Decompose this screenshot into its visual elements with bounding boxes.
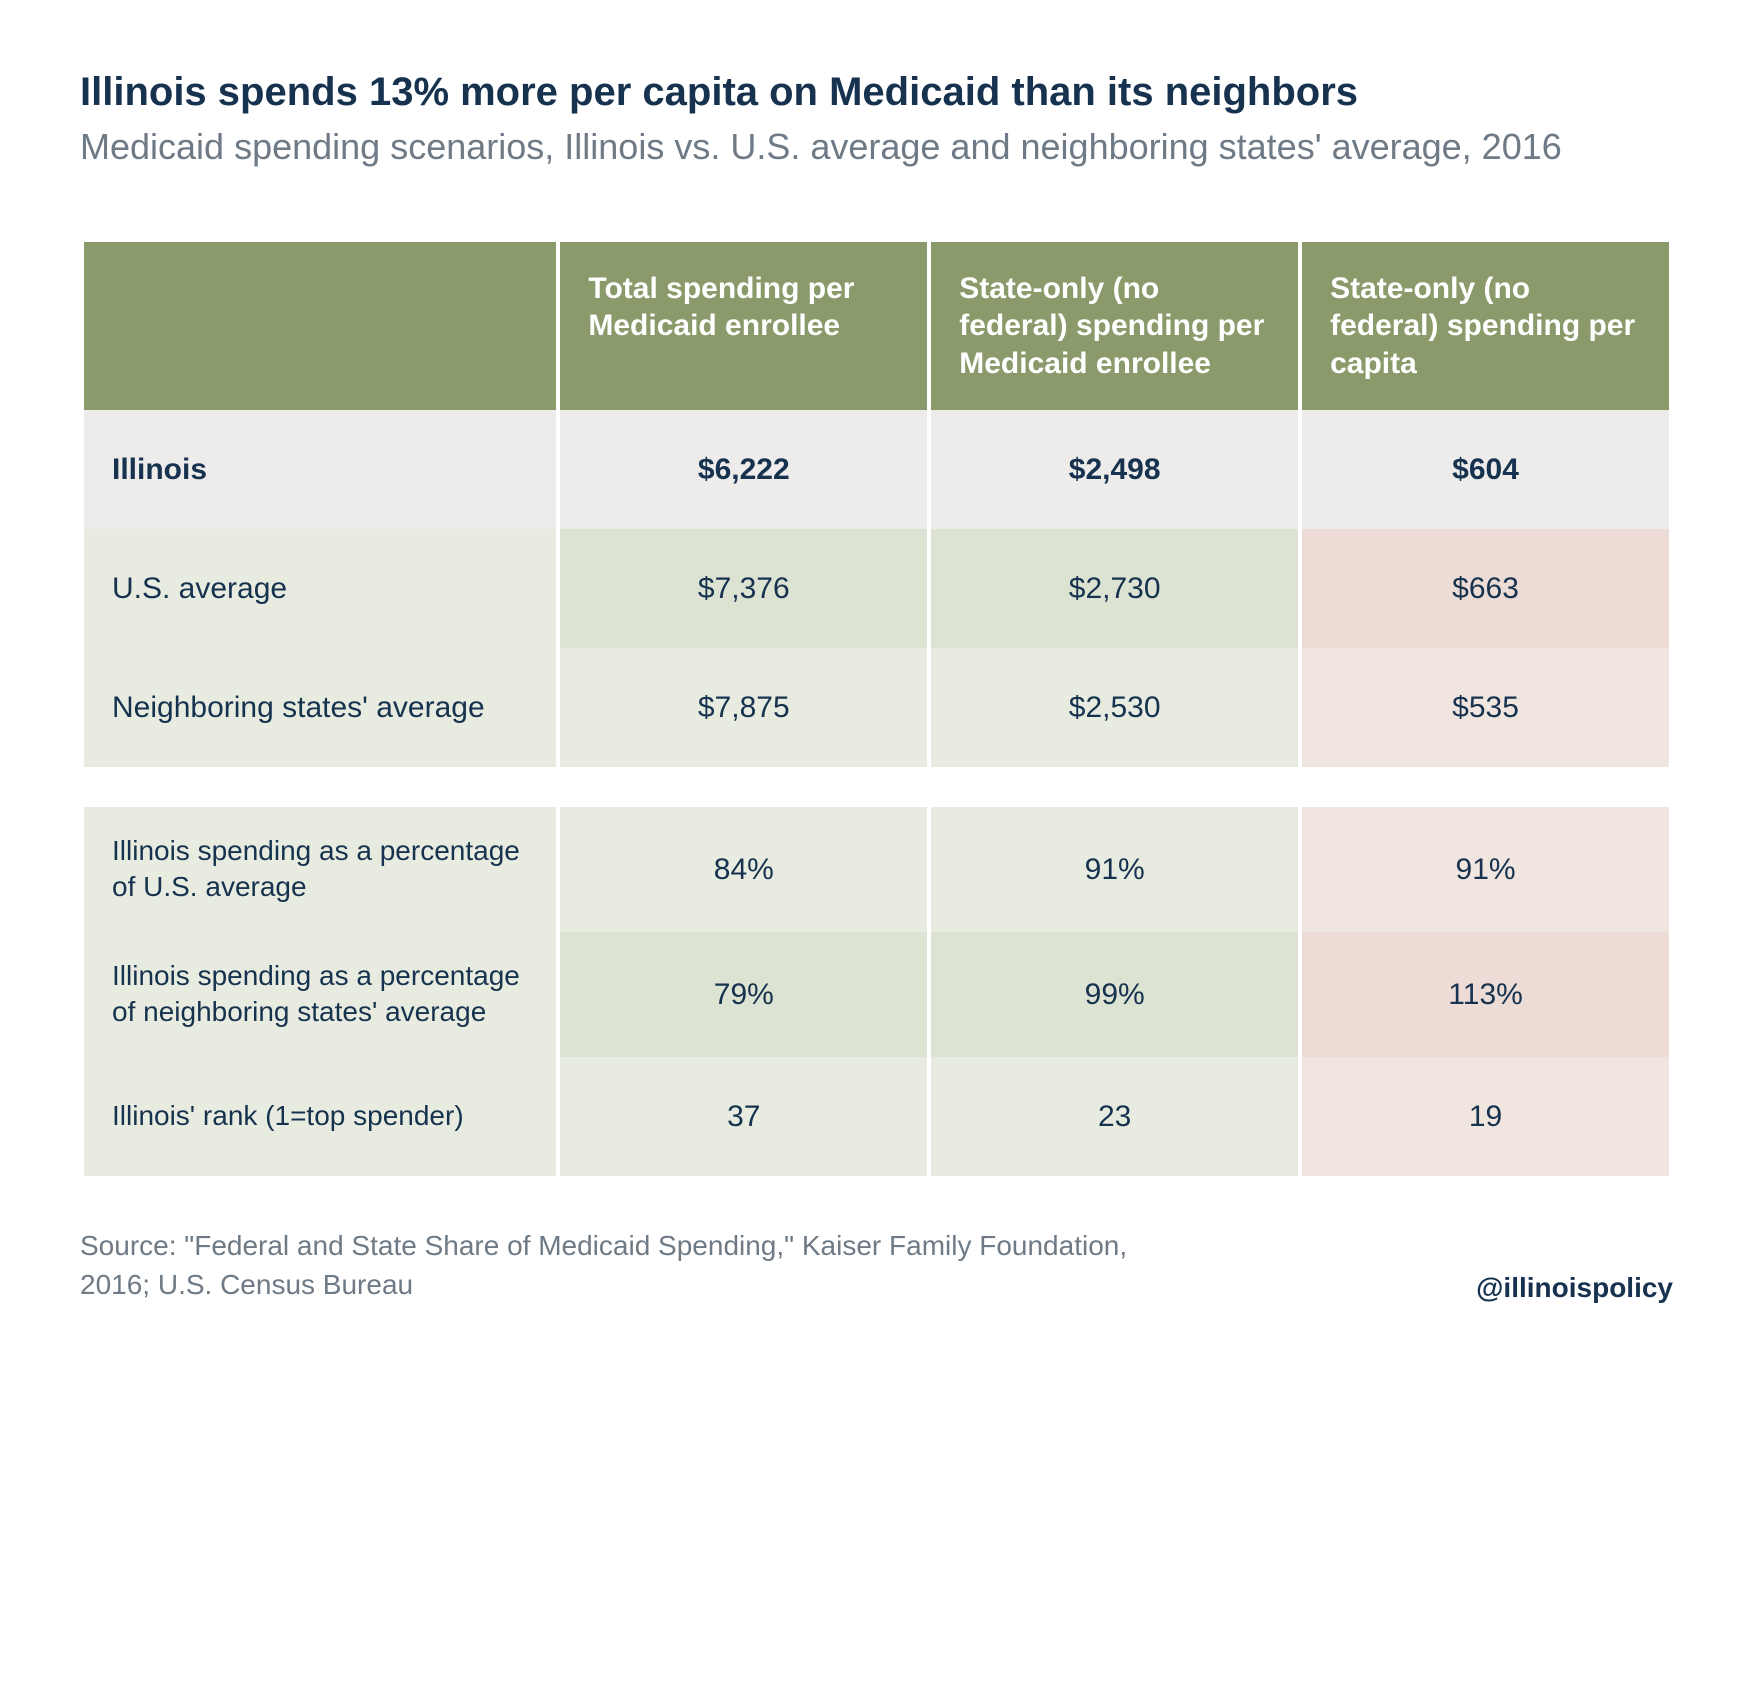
- table-row: Illinois' rank (1=top spender)372319: [84, 1057, 1669, 1176]
- gap-row: [84, 767, 1669, 807]
- header-blank: [84, 242, 556, 411]
- col-header-2: State-only (no federal) spending per Med…: [931, 242, 1298, 411]
- social-handle: @illinoispolicy: [1476, 1272, 1673, 1304]
- table-row: Illinois$6,222$2,498$604: [84, 410, 1669, 529]
- data-cell: $535: [1302, 648, 1669, 767]
- data-cell: $7,376: [560, 529, 927, 648]
- row-label: Illinois spending as a percentage of nei…: [84, 932, 556, 1057]
- data-cell: 91%: [1302, 807, 1669, 932]
- data-cell: 84%: [560, 807, 927, 932]
- data-cell: 23: [931, 1057, 1298, 1176]
- row-label: Illinois' rank (1=top spender): [84, 1057, 556, 1176]
- data-cell: 19: [1302, 1057, 1669, 1176]
- chart-title: Illinois spends 13% more per capita on M…: [80, 70, 1673, 115]
- row-label: U.S. average: [84, 529, 556, 648]
- data-cell: $604: [1302, 410, 1669, 529]
- data-cell: $7,875: [560, 648, 927, 767]
- chart-subtitle: Medicaid spending scenarios, Illinois vs…: [80, 123, 1580, 172]
- data-table: Total spending per Medicaid enrollee Sta…: [80, 242, 1673, 1176]
- data-cell: $2,730: [931, 529, 1298, 648]
- data-cell: 91%: [931, 807, 1298, 932]
- source-text: Source: "Federal and State Share of Medi…: [80, 1226, 1180, 1304]
- col-header-3: State-only (no federal) spending per cap…: [1302, 242, 1669, 411]
- data-cell: 37: [560, 1057, 927, 1176]
- data-cell: 113%: [1302, 932, 1669, 1057]
- row-label: Illinois spending as a percentage of U.S…: [84, 807, 556, 932]
- header-row: Total spending per Medicaid enrollee Sta…: [84, 242, 1669, 411]
- data-cell: $663: [1302, 529, 1669, 648]
- table-row: Illinois spending as a percentage of nei…: [84, 932, 1669, 1057]
- data-cell: $2,530: [931, 648, 1298, 767]
- table-row: Neighboring states' average$7,875$2,530$…: [84, 648, 1669, 767]
- table-row: U.S. average$7,376$2,730$663: [84, 529, 1669, 648]
- row-label: Neighboring states' average: [84, 648, 556, 767]
- col-header-1: Total spending per Medicaid enrollee: [560, 242, 927, 411]
- data-cell: $2,498: [931, 410, 1298, 529]
- footer: Source: "Federal and State Share of Medi…: [80, 1226, 1673, 1304]
- data-cell: 79%: [560, 932, 927, 1057]
- row-label: Illinois: [84, 410, 556, 529]
- table-row: Illinois spending as a percentage of U.S…: [84, 807, 1669, 932]
- data-cell: 99%: [931, 932, 1298, 1057]
- data-cell: $6,222: [560, 410, 927, 529]
